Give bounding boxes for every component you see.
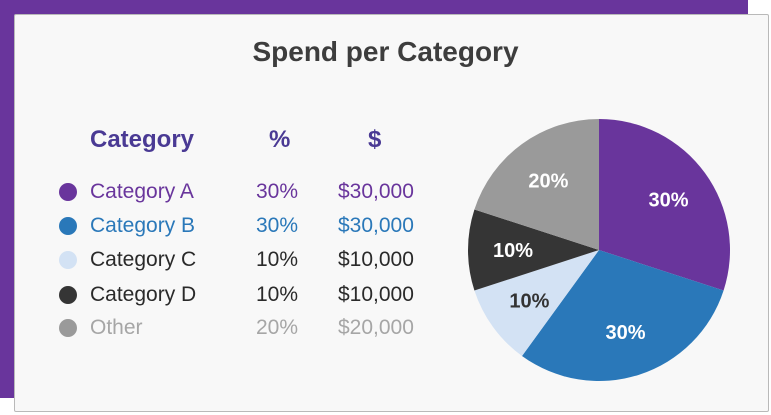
legend-row-category-a: Category A 30% $30,000 [0,177,440,207]
pie-label-category-c: 10% [509,291,549,313]
pie-label-category-b: 30% [606,322,646,344]
legend-category-name: Category D [90,283,197,306]
pie-slice-category-b [522,250,724,381]
legend-category-name: Other [90,316,143,339]
legend-category-name: Category B [90,214,196,237]
column-header-percent: % [269,126,291,153]
legend-swatch [59,319,77,337]
legend-percent: 10% [256,283,299,306]
legend-row-other: Other 20% $20,000 [0,313,440,343]
legend-category-name: Category A [90,180,194,203]
pie-slice-other [474,119,599,250]
legend-swatch [59,217,77,235]
legend-amount: $30,000 [338,214,414,237]
legend-amount: $10,000 [338,283,414,306]
legend-amount: $30,000 [338,180,414,203]
legend-row-category-b: Category B 30% $30,000 [0,211,440,241]
pie-slice-category-d [468,209,599,291]
legend-category-name: Category C [90,248,197,271]
chart-title: Spend per Category [252,36,519,67]
pie-label-other: 20% [528,170,568,192]
pie-slice-category-c [474,250,599,356]
legend-amount: $10,000 [338,248,414,271]
column-header-category: Category [90,126,195,153]
legend-swatch [59,286,77,304]
legend-percent: 30% [256,180,299,203]
pie-label-category-a: 30% [649,189,689,211]
pie-slice-category-a [599,119,730,291]
legend-swatch [59,183,77,201]
legend-swatch [59,251,77,269]
pie-label-category-d: 10% [493,240,533,262]
legend-percent: 30% [256,214,299,237]
legend-row-category-d: Category D 10% $10,000 [0,280,440,310]
legend-amount: $20,000 [338,316,414,339]
column-header-amount: $ [368,126,382,153]
legend-percent: 20% [256,316,299,339]
legend-percent: 10% [256,248,299,271]
legend-row-category-c: Category C 10% $10,000 [0,245,440,275]
pie-chart: 30% 30% 10% 10% 20% [468,119,730,381]
